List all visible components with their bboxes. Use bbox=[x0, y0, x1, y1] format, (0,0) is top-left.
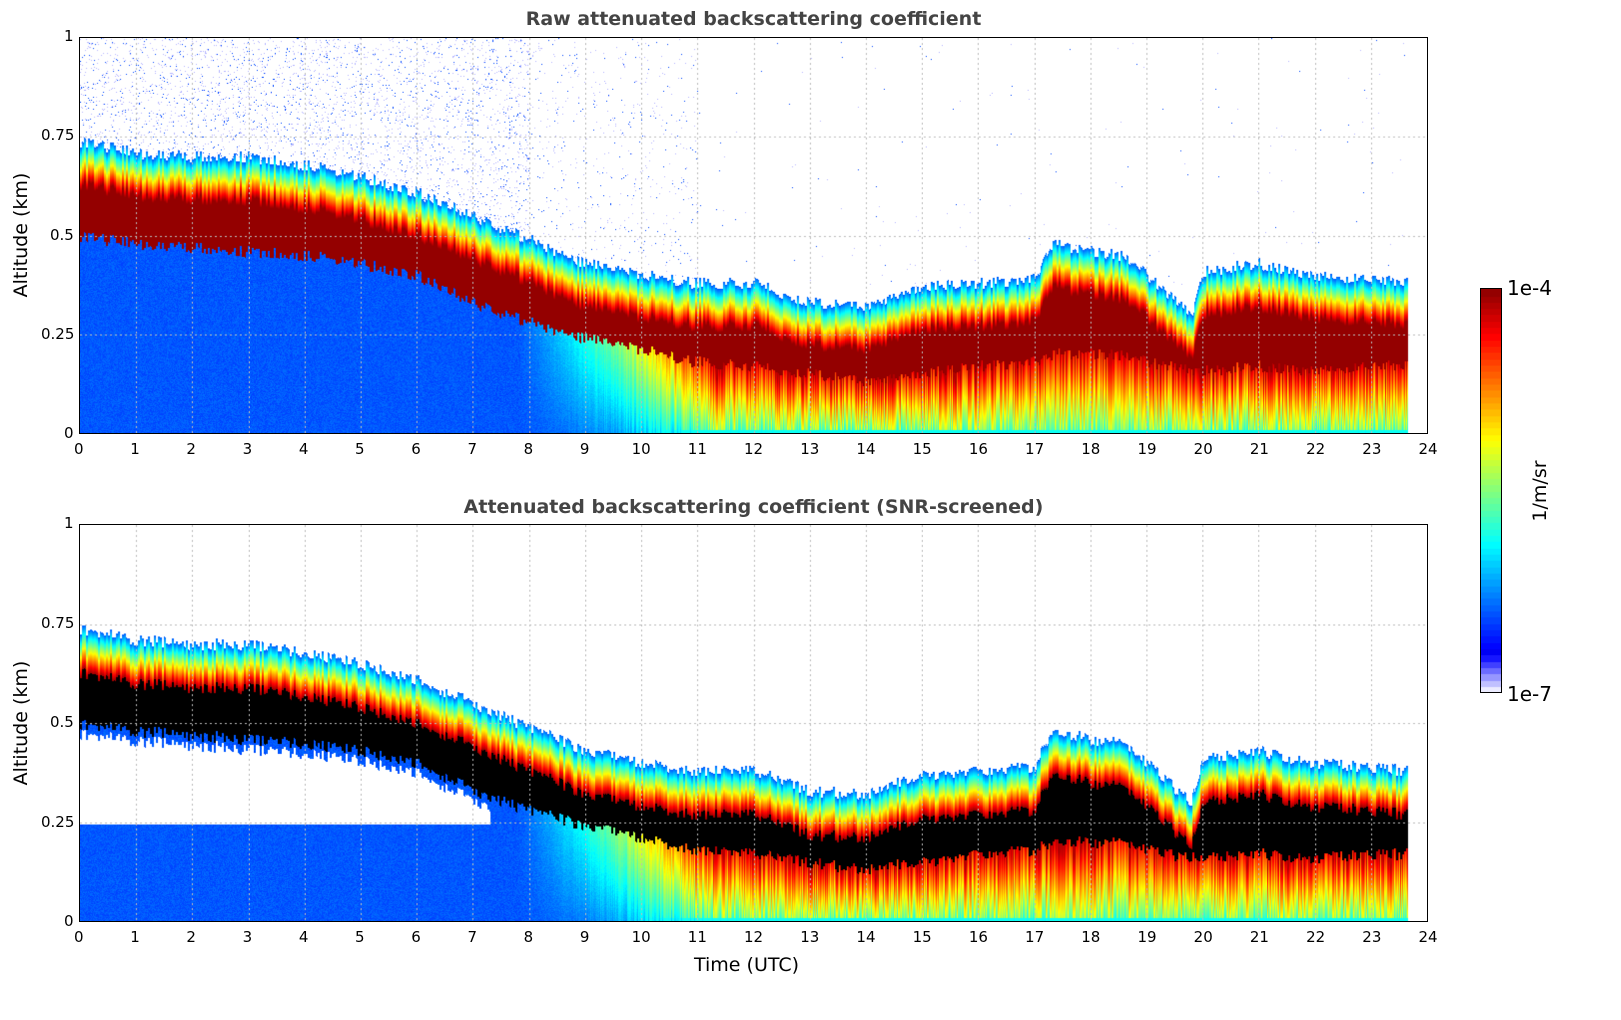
y-tick-label: 0.5 bbox=[50, 713, 74, 731]
x-tick-label: 21 bbox=[1249, 440, 1269, 458]
top-y-axis-label: Altitude (km) bbox=[10, 172, 32, 298]
x-tick-label: 0 bbox=[74, 440, 84, 458]
x-tick-label: 13 bbox=[800, 928, 820, 946]
colorbar bbox=[1480, 288, 1502, 693]
x-axis-label: Time (UTC) bbox=[694, 954, 800, 976]
x-tick-label: 22 bbox=[1306, 440, 1326, 458]
x-tick-label: 1 bbox=[130, 440, 140, 458]
x-tick-label: 14 bbox=[856, 928, 876, 946]
bottom-y-axis-label: Altitude (km) bbox=[10, 660, 32, 786]
y-tick-label: 0.75 bbox=[41, 613, 75, 632]
x-tick-label: 12 bbox=[744, 440, 764, 458]
x-tick-label: 7 bbox=[467, 440, 477, 458]
x-tick-label: 19 bbox=[1137, 440, 1157, 458]
y-tick-label: 1 bbox=[64, 27, 74, 45]
x-tick-label: 0 bbox=[74, 928, 84, 946]
top-chart-title: Raw attenuated backscattering coefficien… bbox=[525, 8, 982, 30]
y-tick-label: 0 bbox=[64, 912, 74, 930]
x-tick-label: 13 bbox=[800, 440, 820, 458]
y-tick-label: 1 bbox=[64, 514, 74, 532]
x-tick-label: 2 bbox=[186, 440, 196, 458]
x-tick-label: 23 bbox=[1362, 440, 1382, 458]
y-tick-label: 0 bbox=[64, 424, 74, 442]
y-tick-label: 0.5 bbox=[50, 225, 74, 244]
x-tick-label: 7 bbox=[467, 928, 477, 946]
x-tick-label: 15 bbox=[912, 928, 932, 946]
x-tick-label: 8 bbox=[523, 440, 534, 458]
x-tick-label: 3 bbox=[242, 928, 253, 946]
x-tick-label: 1 bbox=[130, 928, 140, 946]
x-tick-label: 23 bbox=[1362, 928, 1382, 946]
x-tick-label: 15 bbox=[912, 440, 932, 458]
x-tick-label: 19 bbox=[1137, 928, 1157, 946]
x-tick-label: 11 bbox=[687, 440, 707, 458]
bottom-chart-title: Attenuated backscattering coefficient (S… bbox=[463, 496, 1044, 518]
colorbar-label: 1/m/sr bbox=[1529, 460, 1551, 522]
x-tick-label: 12 bbox=[744, 928, 764, 946]
x-tick-label: 18 bbox=[1081, 440, 1101, 458]
x-tick-label: 5 bbox=[355, 928, 365, 946]
x-tick-label: 22 bbox=[1306, 928, 1326, 946]
x-tick-label: 20 bbox=[1193, 440, 1213, 458]
x-tick-label: 17 bbox=[1025, 440, 1045, 458]
x-tick-label: 16 bbox=[968, 928, 988, 946]
x-tick-label: 11 bbox=[687, 928, 707, 946]
x-tick-label: 18 bbox=[1081, 928, 1101, 946]
x-tick-label: 20 bbox=[1193, 928, 1213, 946]
y-tick-label: 0.25 bbox=[41, 812, 75, 831]
y-tick-label: 0.75 bbox=[41, 126, 75, 145]
colorbar-max-label: 1e-4 bbox=[1507, 276, 1552, 300]
x-tick-label: 6 bbox=[411, 440, 421, 458]
x-tick-label: 10 bbox=[631, 440, 651, 458]
x-tick-label: 3 bbox=[242, 440, 253, 458]
bottom-heatmap-cells bbox=[80, 525, 1427, 921]
x-tick-label: 6 bbox=[411, 928, 421, 946]
top-heatmap-cells bbox=[80, 38, 1427, 433]
x-tick-label: 24 bbox=[1418, 440, 1438, 458]
x-tick-label: 4 bbox=[298, 440, 309, 458]
x-tick-label: 14 bbox=[856, 440, 876, 458]
x-tick-label: 8 bbox=[523, 928, 534, 946]
top-heatmap-axes bbox=[79, 37, 1428, 434]
bottom-heatmap-axes bbox=[79, 524, 1428, 922]
x-tick-label: 24 bbox=[1418, 928, 1438, 946]
y-tick-label: 0.25 bbox=[41, 324, 75, 343]
x-tick-label: 9 bbox=[579, 928, 590, 946]
x-tick-label: 10 bbox=[631, 928, 651, 946]
x-tick-label: 17 bbox=[1025, 928, 1045, 946]
x-tick-label: 16 bbox=[968, 440, 988, 458]
x-tick-label: 2 bbox=[186, 928, 196, 946]
x-tick-label: 9 bbox=[579, 440, 590, 458]
x-tick-label: 4 bbox=[298, 928, 309, 946]
x-tick-label: 5 bbox=[355, 440, 365, 458]
colorbar-min-label: 1e-7 bbox=[1507, 682, 1552, 706]
x-tick-label: 21 bbox=[1249, 928, 1269, 946]
